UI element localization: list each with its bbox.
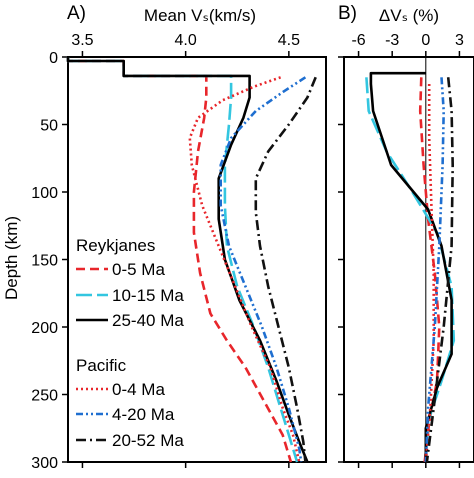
series-line-b-4-20ma (424, 77, 445, 463)
y-tick-label: 200 (31, 320, 58, 337)
series-line-a-0-5ma (66, 57, 293, 463)
panel-a-label: A) (67, 3, 86, 24)
y-tick-label: 0 (49, 50, 58, 67)
series-line-a-20-52ma (254, 76, 317, 463)
y-tick-label: 100 (31, 185, 58, 202)
legend-label: 0-5 Ma (112, 260, 165, 279)
panel-a-yaxis-title: Depth (km) (2, 216, 21, 300)
legend: Reykjanes 0-5 Ma 10-15 Ma 25-40 Ma Pacific 0-… (76, 236, 184, 450)
legend-group-title: Reykjanes (76, 236, 155, 255)
legend-label: 0-4 Ma (112, 380, 165, 399)
x-tick-label: 4.0 (175, 32, 197, 49)
x-tick-label: -3 (385, 32, 399, 49)
series-line-a-0-4ma (188, 76, 301, 463)
series-line-a-10-15ma (66, 57, 299, 463)
y-tick-label: 300 (31, 455, 58, 472)
x-tick-label: 3.5 (71, 32, 93, 49)
series-line-a-25-40ma (66, 57, 309, 463)
series-line-b-20-52ma (425, 77, 454, 463)
series-line-b-10-15ma (365, 77, 456, 463)
panel-b-frame (343, 56, 474, 463)
panel-b-xaxis-title: ΔVₛ (%) (379, 6, 439, 25)
legend-group-title: Pacific (76, 356, 127, 375)
panel-b-label: B) (338, 3, 357, 24)
y-tick-label: 150 (31, 253, 58, 270)
x-tick-label: -6 (351, 32, 365, 49)
series-line-b-0-5ma (418, 77, 441, 463)
y-tick-label: 50 (40, 118, 58, 135)
y-tick-label: 250 (31, 388, 58, 405)
series-line-a-4-20ma (219, 76, 307, 463)
legend-label: 4-20 Ma (112, 405, 175, 424)
x-tick-label: 4.5 (278, 32, 300, 49)
panel-b-plot: -6 -3 0 3 (338, 32, 474, 468)
legend-label: 25-40 Ma (112, 311, 184, 330)
legend-label: 20-52 Ma (112, 431, 184, 450)
panel-a-xaxis-title: Mean Vₛ(km/s) (144, 6, 256, 25)
series-line-b-25-40ma (369, 71, 453, 462)
panel-a-plot: 3.5 4.0 4.5 0 50 100 150 200 250 300 (31, 32, 327, 472)
x-tick-label: 0 (421, 32, 430, 49)
legend-label: 10-15 Ma (112, 286, 184, 305)
x-tick-label: 3 (455, 32, 464, 49)
